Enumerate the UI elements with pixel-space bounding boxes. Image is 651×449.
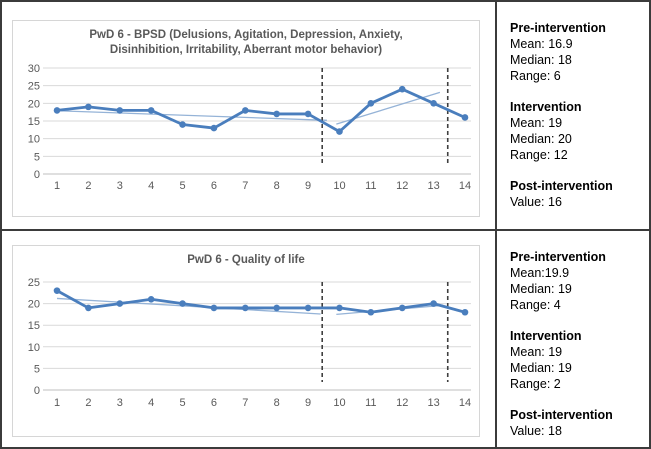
- stats-section-pre-intervention: Pre-intervention Mean: 16.9 Median: 18 R…: [510, 20, 643, 84]
- stats-line: Median: 19: [510, 282, 572, 296]
- svg-text:14: 14: [459, 397, 471, 409]
- qol-chart-title: PwD 6 - Quality of life: [187, 254, 305, 266]
- stats-line: Range: 6: [510, 69, 561, 83]
- svg-text:2: 2: [85, 180, 91, 192]
- svg-text:9: 9: [305, 180, 311, 192]
- qol-stats-panel: Pre-intervention Mean:19.9 Median: 19 Ra…: [497, 231, 649, 447]
- svg-text:14: 14: [459, 180, 471, 192]
- stats-section-heading: Post-intervention: [510, 408, 613, 422]
- svg-text:25: 25: [28, 277, 40, 289]
- svg-text:10: 10: [333, 397, 345, 409]
- stats-line: Mean:19.9: [510, 266, 570, 280]
- stats-section-heading: Pre-intervention: [510, 21, 606, 35]
- svg-text:2: 2: [85, 397, 91, 409]
- svg-text:10: 10: [28, 134, 40, 146]
- svg-text:11: 11: [365, 397, 376, 409]
- svg-text:1: 1: [54, 180, 60, 192]
- svg-text:10: 10: [28, 342, 40, 354]
- svg-text:8: 8: [274, 180, 280, 192]
- qol-chart: PwD 6 - Quality of life 0 5 10 15 20 25 1 2 3 4 5 6…: [12, 245, 480, 437]
- svg-text:25: 25: [28, 81, 40, 93]
- stats-line: Range: 2: [510, 377, 561, 391]
- stats-section-heading: Intervention: [510, 100, 582, 114]
- stats-line: Mean: 16.9: [510, 37, 573, 51]
- svg-text:6: 6: [211, 180, 217, 192]
- svg-text:7: 7: [242, 180, 248, 192]
- stats-line: Mean: 19: [510, 345, 563, 359]
- svg-text:10: 10: [333, 180, 345, 192]
- svg-text:12: 12: [396, 180, 408, 192]
- svg-text:3: 3: [117, 397, 123, 409]
- svg-text:1: 1: [54, 397, 60, 409]
- svg-text:20: 20: [28, 98, 40, 110]
- svg-text:0: 0: [34, 385, 40, 397]
- svg-text:8: 8: [274, 397, 280, 409]
- svg-text:7: 7: [242, 397, 248, 409]
- svg-text:6: 6: [211, 397, 217, 409]
- stats-line: Value: 16: [510, 195, 562, 209]
- bpsd-chart: PwD 6 - BPSD (Delusions, Agitation, Depr…: [12, 20, 480, 217]
- svg-text:13: 13: [427, 397, 439, 409]
- svg-text:15: 15: [28, 116, 40, 128]
- svg-text:5: 5: [34, 363, 40, 375]
- stats-section-post-intervention: Post-intervention Value: 16: [510, 178, 643, 210]
- svg-text:5: 5: [179, 397, 185, 409]
- stats-line: Mean: 19: [510, 116, 563, 130]
- svg-text:4: 4: [148, 397, 154, 409]
- stats-section-heading: Pre-intervention: [510, 250, 606, 264]
- stats-section-heading: Post-intervention: [510, 179, 613, 193]
- svg-text:0: 0: [34, 169, 40, 181]
- svg-text:12: 12: [396, 397, 408, 409]
- stats-line: Median: 20: [510, 132, 572, 146]
- stats-line: Range: 12: [510, 148, 568, 162]
- svg-text:4: 4: [148, 180, 154, 192]
- stats-section-intervention: Intervention Mean: 19 Median: 19 Range: …: [510, 328, 643, 392]
- qol-chart-cell: PwD 6 - Quality of life 0 5 10 15 20 25 1 2 3 4 5 6…: [2, 231, 497, 447]
- stats-line: Value: 18: [510, 424, 562, 438]
- svg-text:13: 13: [427, 180, 439, 192]
- svg-text:5: 5: [179, 180, 185, 192]
- stats-line: Range: 4: [510, 298, 561, 312]
- svg-text:30: 30: [28, 63, 40, 75]
- stats-line: Median: 19: [510, 361, 572, 375]
- stats-section-intervention: Intervention Mean: 19 Median: 20 Range: …: [510, 99, 643, 163]
- bpsd-chart-title: PwD 6 - BPSD (Delusions, Agitation, Depr…: [89, 29, 403, 56]
- svg-text:15: 15: [28, 320, 40, 332]
- svg-text:5: 5: [34, 151, 40, 163]
- stats-section-heading: Intervention: [510, 329, 582, 343]
- bpsd-stats-panel: Pre-intervention Mean: 16.9 Median: 18 R…: [497, 2, 649, 231]
- stats-section-pre-intervention: Pre-intervention Mean:19.9 Median: 19 Ra…: [510, 249, 643, 313]
- svg-text:9: 9: [305, 397, 311, 409]
- svg-text:20: 20: [28, 299, 40, 311]
- stats-line: Median: 18: [510, 53, 572, 67]
- svg-text:3: 3: [117, 180, 123, 192]
- svg-text:11: 11: [365, 180, 376, 192]
- bpsd-chart-cell: PwD 6 - BPSD (Delusions, Agitation, Depr…: [2, 2, 497, 231]
- stats-section-post-intervention: Post-intervention Value: 18: [510, 407, 643, 439]
